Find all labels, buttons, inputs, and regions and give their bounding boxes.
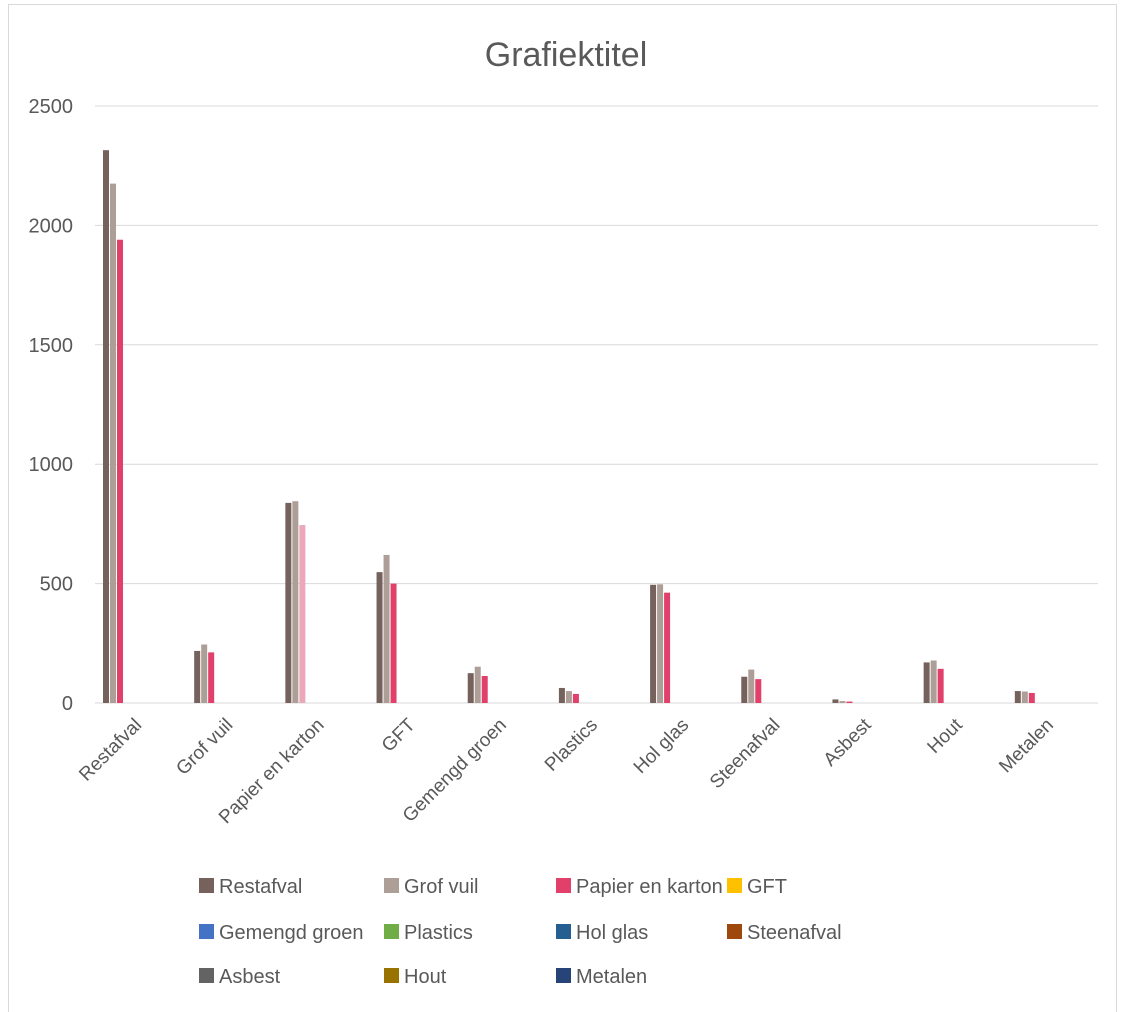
bar-hout-series-1	[923, 662, 930, 703]
bar-hol-glas-series-2	[657, 584, 664, 703]
bar-hol-glas-series-3	[664, 592, 671, 703]
legend-swatch-restafval	[199, 878, 214, 893]
bar-gft-series-2	[383, 554, 390, 703]
chart-title: Grafiektitel	[485, 36, 648, 74]
bar-steenafval-series-1	[741, 676, 748, 703]
legend-swatch-gemengd-groen	[199, 924, 214, 939]
y-axis-tick-labels: 0 500 1000 1500 2000 2500	[29, 96, 74, 715]
bar-papier-en-karton-series-3	[299, 525, 306, 703]
y-tick-label-1500: 1500	[29, 335, 74, 357]
legend-label-asbest: Asbest	[219, 966, 281, 988]
bar-metalen-series-2	[1021, 691, 1028, 703]
y-tick-label-1000: 1000	[29, 454, 74, 476]
legend-swatch-hol-glas	[556, 924, 571, 939]
bar-gemengd-groen-series-2	[474, 666, 481, 703]
legend-label-papier-en-karton: Papier en karton	[576, 876, 723, 898]
bar-grof-vuil-series-3	[208, 652, 215, 703]
bar-papier-en-karton-series-2	[292, 501, 299, 703]
bars	[103, 150, 1035, 704]
bar-gft-series-1	[376, 572, 383, 703]
y-tick-label-2000: 2000	[29, 215, 74, 237]
y-tick-label-2500: 2500	[29, 96, 74, 118]
legend-swatch-steenafval	[727, 924, 742, 939]
legend-label-hout: Hout	[404, 966, 447, 988]
bar-restafval-series-1	[103, 150, 109, 704]
bar-steenafval-series-3	[755, 679, 762, 703]
chart-frame	[8, 4, 1117, 1012]
legend-label-gemengd-groen: Gemengd groen	[219, 922, 364, 944]
bar-plastics-series-3	[572, 693, 579, 703]
bar-asbest-series-3	[846, 701, 853, 703]
legend-swatch-plastics	[384, 924, 399, 939]
y-tick-label-0: 0	[62, 693, 73, 715]
legend-swatch-metalen	[556, 968, 571, 983]
legend-label-steenafval: Steenafval	[747, 922, 842, 944]
legend-swatch-asbest	[199, 968, 214, 983]
legend-label-grof-vuil: Grof vuil	[404, 876, 478, 898]
bar-metalen-series-1	[1014, 691, 1021, 703]
bar-plastics-series-2	[565, 691, 572, 703]
legend-swatch-papier-en-karton	[556, 878, 571, 893]
bar-gft-series-3	[390, 583, 397, 703]
bar-papier-en-karton-series-1	[285, 502, 292, 703]
bar-asbest-series-1	[832, 699, 839, 703]
legend-label-plastics: Plastics	[404, 922, 473, 944]
bar-asbest-series-2	[839, 701, 846, 703]
bar-grof-vuil-series-1	[194, 650, 201, 703]
legend-label-restafval: Restafval	[219, 876, 302, 898]
y-tick-label-500: 500	[40, 574, 73, 596]
bar-hol-glas-series-1	[650, 584, 657, 703]
bar-plastics-series-1	[558, 687, 565, 703]
legend: Restafval Grof vuil Papier en karton GFT Gem…	[199, 876, 842, 988]
bar-grof-vuil-series-2	[201, 644, 208, 703]
legend-swatch-grof-vuil	[384, 878, 399, 893]
legend-swatch-hout	[384, 968, 399, 983]
bar-metalen-series-3	[1028, 692, 1035, 703]
bar-restafval-series-3	[117, 239, 123, 703]
bar-restafval-series-2	[110, 183, 116, 704]
legend-label-hol-glas: Hol glas	[576, 922, 648, 944]
legend-swatch-gft	[727, 878, 742, 893]
bar-steenafval-series-2	[748, 669, 755, 703]
bar-hout-series-3	[937, 668, 944, 703]
legend-label-gft: GFT	[747, 876, 787, 898]
bar-hout-series-2	[930, 660, 937, 703]
legend-label-metalen: Metalen	[576, 966, 647, 988]
bar-gemengd-groen-series-1	[467, 673, 474, 703]
bar-gemengd-groen-series-3	[481, 676, 488, 703]
